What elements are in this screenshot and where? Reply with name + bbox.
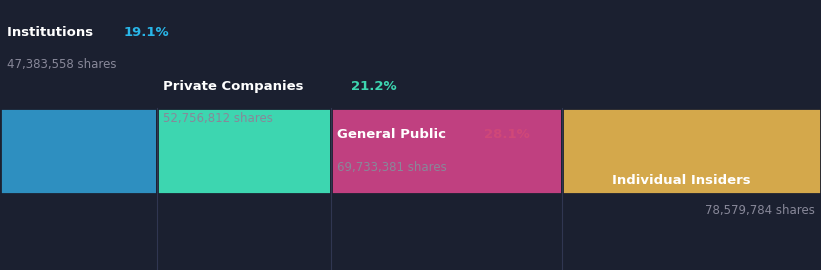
Text: 47,383,558 shares: 47,383,558 shares	[7, 58, 116, 71]
Bar	[562, 108, 821, 194]
Bar	[331, 108, 562, 194]
Bar	[0, 108, 157, 194]
Text: 31.6%: 31.6%	[768, 174, 814, 187]
Text: Private Companies: Private Companies	[163, 80, 309, 93]
Text: 28.1%: 28.1%	[484, 129, 530, 141]
Text: 21.2%: 21.2%	[351, 80, 397, 93]
Bar	[157, 108, 331, 194]
Text: 52,756,812 shares: 52,756,812 shares	[163, 112, 273, 125]
Text: 69,733,381 shares: 69,733,381 shares	[337, 161, 447, 174]
Text: 19.1%: 19.1%	[124, 26, 169, 39]
Text: Individual Insiders: Individual Insiders	[612, 174, 755, 187]
Text: General Public: General Public	[337, 129, 451, 141]
Text: 78,579,784 shares: 78,579,784 shares	[704, 204, 814, 217]
Text: Institutions: Institutions	[7, 26, 98, 39]
